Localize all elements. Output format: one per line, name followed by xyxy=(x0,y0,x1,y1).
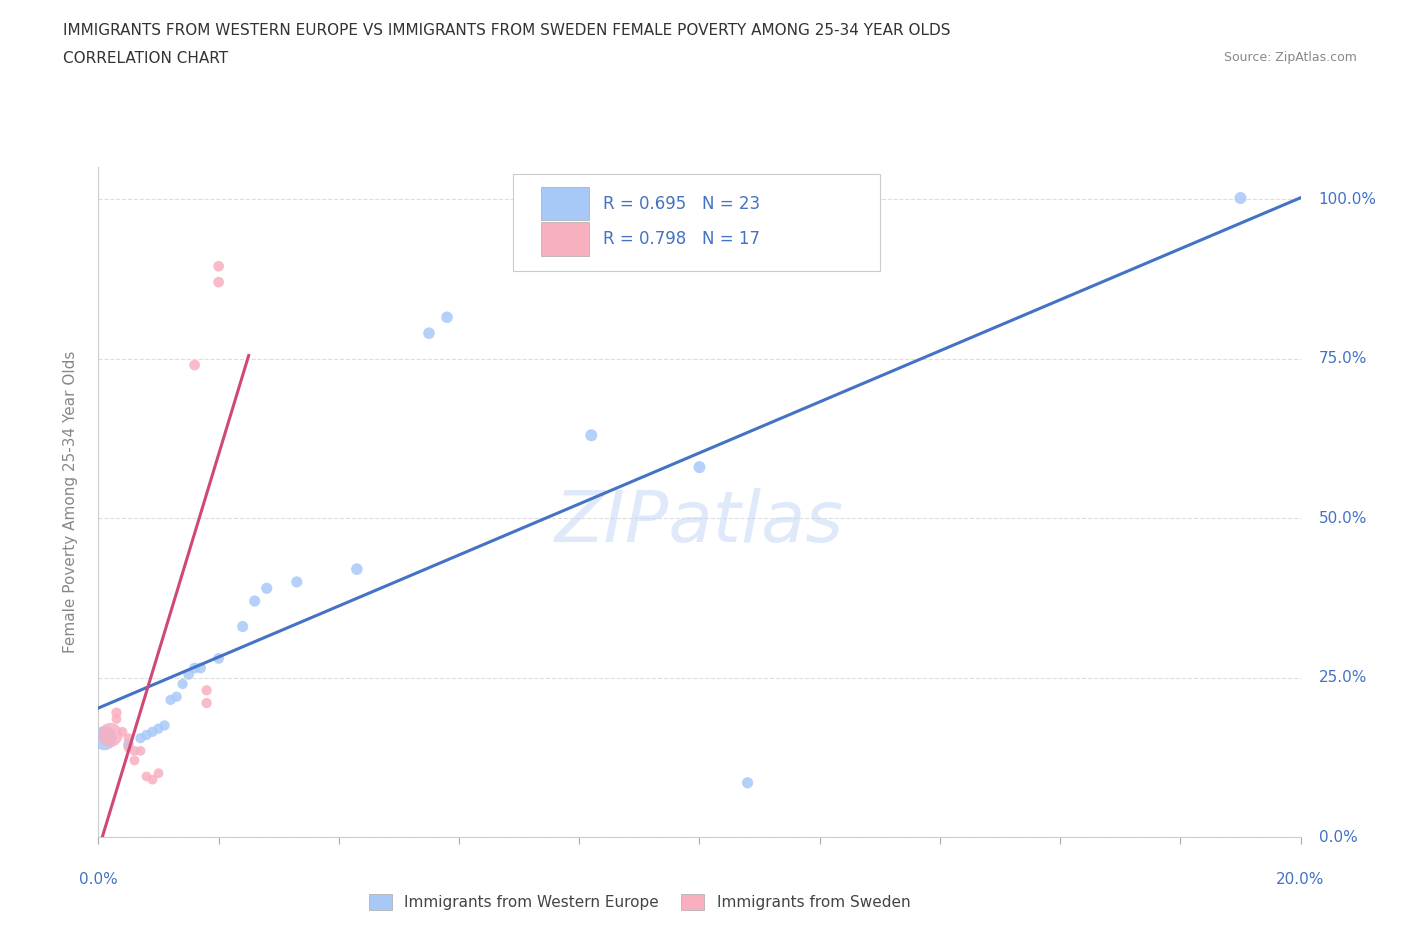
Point xyxy=(172,676,194,691)
Point xyxy=(177,667,200,682)
Point xyxy=(1229,191,1251,206)
Text: 100.0%: 100.0% xyxy=(1319,192,1376,206)
Point xyxy=(148,765,170,780)
Point xyxy=(93,731,115,746)
Point xyxy=(117,737,139,752)
Text: R = 0.695   N = 23: R = 0.695 N = 23 xyxy=(603,194,761,213)
Text: Source: ZipAtlas.com: Source: ZipAtlas.com xyxy=(1223,51,1357,64)
Point xyxy=(129,743,152,758)
Point xyxy=(129,731,152,746)
Point xyxy=(159,693,181,708)
Text: 25.0%: 25.0% xyxy=(1319,671,1367,685)
Point xyxy=(124,743,146,758)
Point xyxy=(285,575,308,590)
Point xyxy=(105,711,128,726)
Point xyxy=(581,428,603,443)
Y-axis label: Female Poverty Among 25-34 Year Olds: Female Poverty Among 25-34 Year Olds xyxy=(63,351,77,654)
Point xyxy=(190,660,212,675)
Point xyxy=(117,740,139,755)
Point xyxy=(135,769,157,784)
Point xyxy=(105,705,128,720)
Text: R = 0.798   N = 17: R = 0.798 N = 17 xyxy=(603,230,761,248)
Point xyxy=(183,358,205,373)
Point xyxy=(195,696,218,711)
Text: ZIPatlas: ZIPatlas xyxy=(555,488,844,557)
Point xyxy=(436,310,458,325)
Point xyxy=(166,689,188,704)
Point xyxy=(153,718,176,733)
Text: IMMIGRANTS FROM WESTERN EUROPE VS IMMIGRANTS FROM SWEDEN FEMALE POVERTY AMONG 25: IMMIGRANTS FROM WESTERN EUROPE VS IMMIGR… xyxy=(63,23,950,38)
Text: 0.0%: 0.0% xyxy=(1319,830,1357,844)
Point xyxy=(208,651,231,666)
Point xyxy=(208,259,231,273)
Text: 75.0%: 75.0% xyxy=(1319,352,1367,366)
Text: 20.0%: 20.0% xyxy=(1277,872,1324,887)
Point xyxy=(418,326,440,340)
Point xyxy=(183,660,205,675)
Point xyxy=(135,727,157,742)
Point xyxy=(100,727,122,742)
Point xyxy=(232,619,254,634)
Point xyxy=(117,731,139,746)
Text: CORRELATION CHART: CORRELATION CHART xyxy=(63,51,228,66)
Legend: Immigrants from Western Europe, Immigrants from Sweden: Immigrants from Western Europe, Immigran… xyxy=(363,887,917,916)
Point xyxy=(243,593,266,608)
Point xyxy=(256,581,278,596)
Point xyxy=(148,721,170,736)
Text: 50.0%: 50.0% xyxy=(1319,511,1367,525)
Point xyxy=(141,772,163,787)
Point xyxy=(141,724,163,739)
Text: 0.0%: 0.0% xyxy=(79,872,118,887)
Point xyxy=(208,274,231,289)
FancyBboxPatch shape xyxy=(513,174,880,272)
Point xyxy=(111,724,134,739)
Point xyxy=(688,459,710,474)
Point xyxy=(195,683,218,698)
Point xyxy=(346,562,368,577)
FancyBboxPatch shape xyxy=(541,222,589,256)
Point xyxy=(124,753,146,768)
Point xyxy=(737,776,759,790)
FancyBboxPatch shape xyxy=(541,187,589,220)
